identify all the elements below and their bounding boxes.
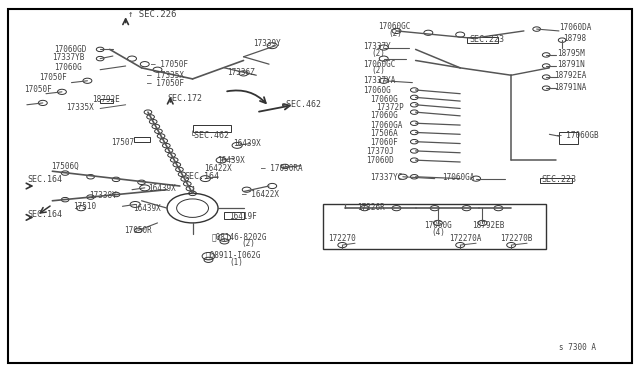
Text: 17050F: 17050F [24,85,51,94]
Text: — 17060GB: — 17060GB [557,131,598,140]
Text: (2): (2) [242,239,255,248]
Text: 17337YB: 17337YB [52,53,84,62]
Text: 17338Y: 17338Y [90,192,117,201]
Text: 18792EA: 18792EA [554,71,587,80]
Text: 16439X: 16439X [148,184,176,193]
Text: SEC.223: SEC.223 [470,35,505,44]
Text: 17510: 17510 [74,202,97,211]
Bar [100,99,113,103]
Text: 17060GC: 17060GC [364,60,396,69]
Bar [467,37,499,43]
Text: └SEC.462: └SEC.462 [189,131,229,140]
Text: 17060D: 17060D [366,156,394,166]
Text: 17060GC: 17060GC [379,22,411,31]
Bar [193,125,231,132]
Text: 17050R: 17050R [124,226,152,235]
Text: 17335X: 17335X [67,103,94,112]
Text: 16419F: 16419F [230,212,257,221]
Text: — 16422X: — 16422X [243,190,279,199]
Text: 16439X: 16439X [133,203,161,213]
Text: 17337Y: 17337Y [364,42,391,51]
Text: 18795M: 18795M [557,49,585,58]
Bar [323,205,546,249]
Text: (2): (2) [371,66,385,75]
Text: 18798: 18798 [563,34,586,43]
Text: (2): (2) [388,29,402,38]
Text: 17372P: 17372P [376,103,404,112]
Text: 18791N: 18791N [557,60,585,70]
Text: 17339Y: 17339Y [253,39,281,48]
Text: 17060GA: 17060GA [370,121,402,130]
Text: ⒮08146-8202G: ⒮08146-8202G [212,232,267,241]
Text: 17060G: 17060G [370,110,397,120]
Text: 16439X: 16439X [233,140,260,148]
Text: 17507: 17507 [111,138,134,147]
Text: SEC.164: SEC.164 [27,210,62,219]
Text: 17060G: 17060G [424,221,452,230]
Text: 17060GD: 17060GD [54,45,86,54]
Text: SEC.164: SEC.164 [184,171,220,180]
Text: 17506Q: 17506Q [51,162,79,171]
Text: s 7300 A: s 7300 A [559,343,596,352]
Bar [559,132,578,144]
Text: — 17050F: — 17050F [147,79,184,88]
Text: 17336Z: 17336Z [228,68,255,77]
Text: 17060G: 17060G [54,62,81,72]
Text: 172270: 172270 [328,234,355,243]
Text: — 17335X: — 17335X [147,71,184,80]
Bar [540,177,572,183]
Text: 16422X: 16422X [204,164,232,173]
Text: 17060F: 17060F [370,138,397,147]
Text: ⒩08911-I062G: ⒩08911-I062G [205,251,261,260]
Text: (2): (2) [371,49,385,58]
Text: SEC.164: SEC.164 [27,175,62,184]
Text: SEC.172: SEC.172 [167,94,202,103]
Text: 17060G: 17060G [364,86,391,94]
Text: 17060G: 17060G [370,95,397,104]
Text: (4): (4) [431,228,445,237]
Text: 17370J: 17370J [366,147,394,156]
Text: 18792EB: 18792EB [472,221,504,230]
Text: 17226R: 17226R [357,202,385,212]
Text: ↑ SEC.226: ↑ SEC.226 [127,10,176,19]
Text: 17060DA: 17060DA [559,23,592,32]
Text: 18792E: 18792E [93,96,120,105]
Text: 17506A: 17506A [370,129,397,138]
Text: 17337YA: 17337YA [364,76,396,85]
Text: 17060GA: 17060GA [442,173,475,182]
Text: 17337YC: 17337YC [370,173,402,182]
Text: 17050F: 17050F [40,73,67,82]
Text: 172270A: 172270A [449,234,482,243]
Bar [225,212,244,219]
Text: 172270B: 172270B [500,234,532,243]
Text: 16439X: 16439X [217,155,244,165]
Text: SEC.223: SEC.223 [541,175,576,184]
Text: — 17050F: — 17050F [151,60,188,70]
Text: (1): (1) [229,258,243,267]
Text: ►SEC.462: ►SEC.462 [282,100,322,109]
Bar [134,137,150,142]
Text: 18791NA: 18791NA [554,83,587,92]
Text: — 17050RA: — 17050RA [261,164,303,173]
